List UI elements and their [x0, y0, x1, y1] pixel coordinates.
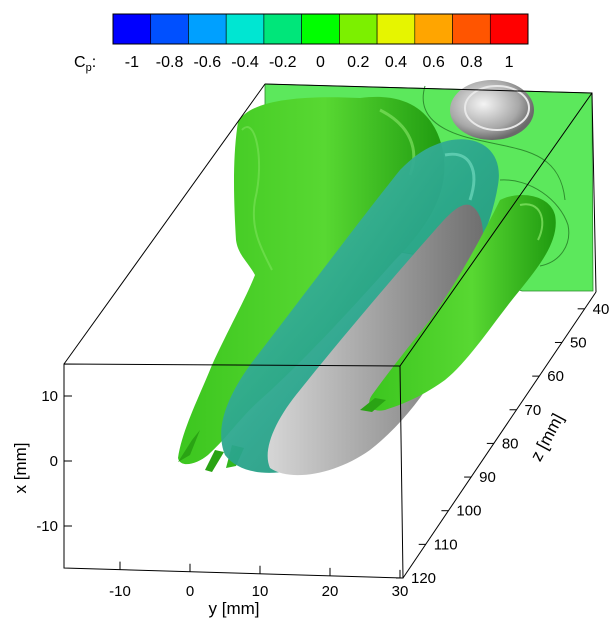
- green-isosurface: [178, 96, 445, 472]
- z-tick-label: 50: [570, 334, 587, 351]
- colorbar-tick-label: -0.4: [231, 54, 259, 71]
- colorbar-swatch: [150, 13, 189, 45]
- colorbar-tick-label: -1: [125, 54, 139, 71]
- colorbar-frame: [112, 13, 529, 45]
- z-tick-label: 80: [502, 435, 519, 452]
- colorbar-tick-label: -0.8: [156, 54, 184, 71]
- z-tick-label: 40: [593, 301, 610, 318]
- colorbar-swatch: [489, 13, 529, 45]
- colorbar-swatch: [414, 13, 453, 45]
- z-tick-label: 60: [547, 368, 564, 385]
- colorbar-tick-label: 0.6: [423, 54, 445, 71]
- y-axis: -10 0 10 20 30: [109, 561, 409, 600]
- x-axis: 10 0 -10: [36, 388, 72, 535]
- colorbar-tick-label: -0.6: [194, 54, 222, 71]
- colorbar-swatch: [263, 13, 302, 45]
- z-tick-label: 100: [456, 503, 481, 520]
- colorbar-tick-label: 0.4: [385, 54, 407, 71]
- colorbar-tick-label: 0.2: [347, 54, 369, 71]
- colorbar-tick-label: 1: [505, 54, 514, 71]
- y-tick-label: 10: [252, 583, 269, 600]
- colorbar: -1 -0.8 -0.6 -0.4 -0.2 0 0.2 0.4 0.6 0.8 1 Cp:: [74, 13, 529, 74]
- z-tick-label: 70: [525, 402, 542, 419]
- colorbar-tick-label: 0: [316, 54, 325, 71]
- colorbar-swatch: [301, 13, 340, 45]
- model-sting: [450, 80, 534, 140]
- z-tick-label: 120: [411, 570, 436, 587]
- colorbar-tick-label: 0.8: [460, 54, 482, 71]
- colorbar-swatch: [339, 13, 378, 45]
- teal-isosurface: [221, 139, 499, 473]
- x-tick-label: 0: [50, 453, 58, 470]
- z-axis: 40 50 60 70 80 90 100 110 120: [396, 301, 609, 587]
- colorbar-swatch: [376, 13, 416, 45]
- colorbar-swatch: [112, 13, 152, 45]
- colorbar-swatch: [452, 13, 491, 45]
- z-tick-label: 110: [434, 536, 458, 553]
- colorbar-tick-label: -0.2: [269, 54, 297, 71]
- x-axis-title: x [mm]: [11, 443, 30, 494]
- y-tick-label: 0: [186, 583, 194, 600]
- y-tick-label: -10: [109, 583, 131, 600]
- x-tick-label: 10: [41, 388, 58, 405]
- y-axis-title: y [mm]: [209, 599, 260, 618]
- z-tick-label: 90: [479, 469, 496, 486]
- x-tick-label: -10: [36, 518, 58, 535]
- colorbar-title: Cp:: [74, 54, 96, 74]
- y-tick-label: 30: [392, 583, 409, 600]
- colorbar-swatch: [225, 13, 265, 45]
- y-tick-label: 20: [322, 583, 339, 600]
- colorbar-swatch: [188, 13, 227, 45]
- gray-body-isosurface: [267, 204, 484, 476]
- green-isosurface-right: [360, 195, 556, 412]
